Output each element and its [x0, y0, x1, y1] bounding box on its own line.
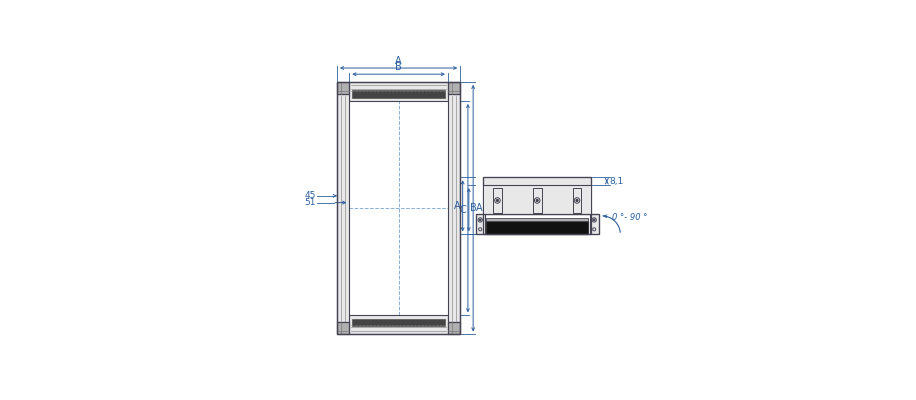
Bar	[353, 319, 445, 326]
Text: 8,1: 8,1	[609, 177, 624, 186]
Bar	[485, 185, 590, 216]
Text: 0 °- 90 °: 0 °- 90 °	[612, 213, 648, 222]
Bar	[572, 188, 582, 213]
Bar	[448, 322, 460, 334]
Circle shape	[496, 200, 498, 201]
Bar	[486, 222, 588, 234]
Bar	[483, 177, 592, 185]
Bar	[337, 322, 349, 334]
Bar	[483, 177, 592, 234]
Bar	[486, 218, 588, 222]
Bar	[493, 188, 502, 213]
Circle shape	[576, 200, 578, 201]
Bar	[448, 94, 460, 322]
Bar	[349, 315, 448, 334]
Text: A: A	[475, 203, 482, 213]
Circle shape	[480, 219, 481, 220]
Bar	[448, 82, 460, 94]
Bar	[475, 214, 485, 234]
Bar	[337, 82, 349, 94]
Text: B: B	[395, 62, 402, 72]
Bar	[337, 82, 460, 334]
Text: A: A	[453, 201, 460, 211]
Text: C: C	[460, 205, 466, 215]
Circle shape	[536, 200, 538, 201]
Bar	[475, 214, 599, 234]
Text: 45: 45	[304, 191, 315, 200]
Text: B: B	[470, 203, 476, 213]
Bar	[337, 94, 349, 322]
Text: A: A	[396, 56, 402, 66]
Bar	[590, 214, 599, 234]
Bar	[533, 188, 541, 213]
Bar	[349, 82, 448, 101]
Text: 51: 51	[304, 198, 315, 207]
Bar	[353, 90, 445, 98]
